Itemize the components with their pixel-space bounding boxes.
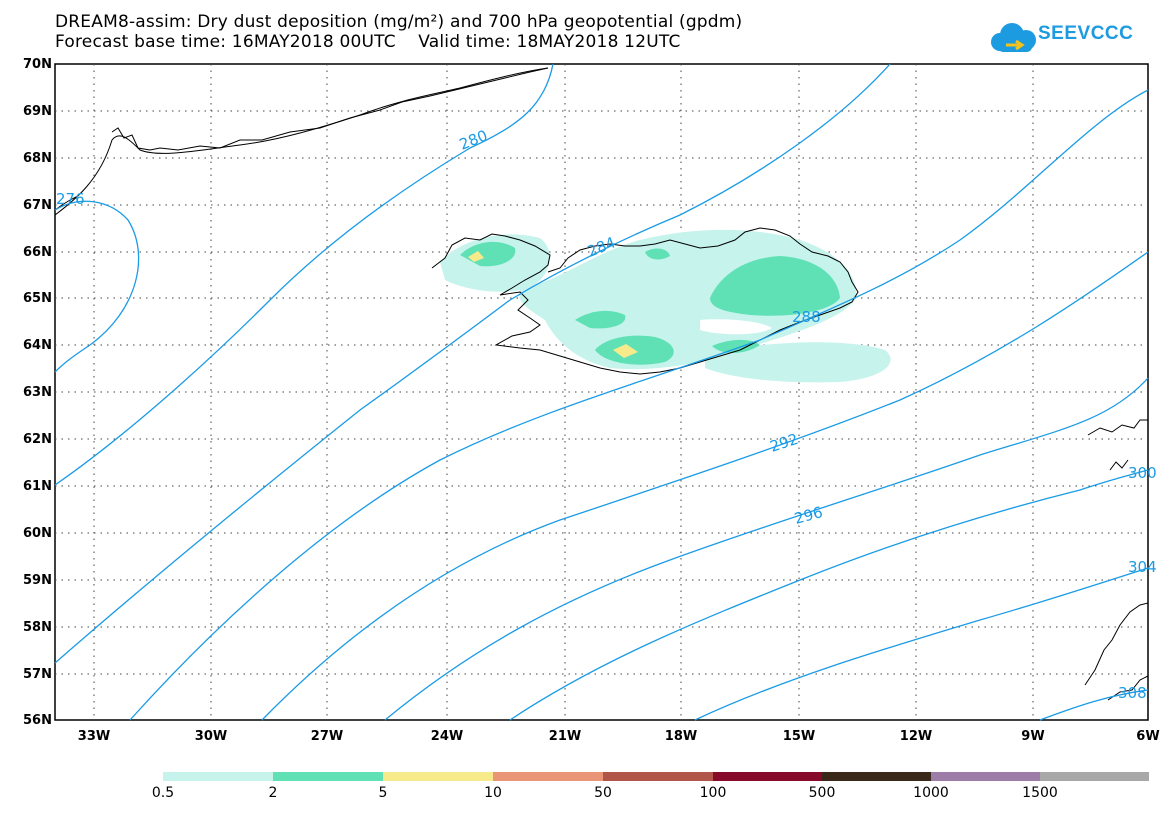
lat-label: 67N bbox=[23, 198, 52, 213]
lat-label: 64N bbox=[23, 338, 52, 353]
colorbar-segment bbox=[383, 772, 493, 781]
coast-greenland-jagged bbox=[111, 67, 549, 151]
colorbar-label: 5 bbox=[378, 785, 388, 801]
contour-label-276: 276 bbox=[56, 190, 85, 208]
contour-276 bbox=[54, 200, 140, 373]
lat-label: 62N bbox=[23, 432, 52, 447]
coast-iceland bbox=[431, 227, 859, 375]
lat-label: 63N bbox=[23, 385, 52, 400]
lon-label: 12W bbox=[899, 729, 933, 744]
contour-label-304: 304 bbox=[1128, 558, 1157, 576]
lon-label: 15W bbox=[782, 729, 816, 744]
lat-label: 69N bbox=[23, 104, 52, 119]
colorbar-segment bbox=[1040, 772, 1149, 781]
dust-shading bbox=[440, 229, 891, 383]
contour-292 bbox=[261, 251, 1149, 721]
gridlines bbox=[55, 64, 1148, 720]
coast-greenland bbox=[54, 67, 549, 216]
coast-scotland-sw bbox=[1107, 675, 1149, 701]
dust-area-mid-se bbox=[712, 339, 760, 354]
lat-label: 70N bbox=[23, 57, 52, 72]
coast-scotland-north bbox=[1087, 419, 1148, 436]
lat-label: 60N bbox=[23, 526, 52, 541]
colorbar-label: 10 bbox=[484, 785, 502, 801]
lon-label: 24W bbox=[430, 729, 464, 744]
dust-area-low-east bbox=[705, 342, 891, 383]
colorbar-segment bbox=[163, 772, 273, 781]
colorbar-label: 1500 bbox=[1022, 785, 1058, 801]
colorbar-segment bbox=[273, 772, 383, 781]
contour-label-296: 296 bbox=[792, 503, 824, 528]
lat-label: 61N bbox=[23, 479, 52, 494]
colorbar-segment bbox=[931, 772, 1040, 781]
colorbar-label: 2 bbox=[268, 785, 278, 801]
lon-label: 6W bbox=[1136, 729, 1160, 744]
colorbar-label: 50 bbox=[594, 785, 612, 801]
dust-hole bbox=[700, 319, 772, 335]
contour-296 bbox=[384, 377, 1149, 721]
contour-304 bbox=[694, 567, 1149, 721]
lon-label: 21W bbox=[548, 729, 582, 744]
coast-scotland-west bbox=[1084, 602, 1149, 686]
geopotential-contours bbox=[54, 63, 1149, 721]
contour-labels: 280 284 288 292 296 300 304 308 276 bbox=[56, 126, 1157, 702]
contour-label-280: 280 bbox=[457, 126, 490, 153]
lat-label: 56N bbox=[23, 713, 52, 728]
colorbar-segment bbox=[713, 772, 822, 781]
contour-label-300: 300 bbox=[1128, 464, 1157, 482]
dust-area-mid-n bbox=[645, 248, 670, 260]
lon-label: 30W bbox=[194, 729, 228, 744]
lat-label: 59N bbox=[23, 573, 52, 588]
cloud-icon bbox=[991, 23, 1036, 52]
lon-label: 18W bbox=[664, 729, 698, 744]
contour-288 bbox=[129, 89, 1149, 721]
colorbar-label: 500 bbox=[808, 785, 836, 801]
logo-text: SEEVCCC bbox=[1038, 23, 1134, 44]
dust-area-mid-east bbox=[710, 256, 840, 316]
coastlines bbox=[54, 67, 1149, 701]
colorbar-label: 1000 bbox=[913, 785, 949, 801]
lat-label: 58N bbox=[23, 620, 52, 635]
contour-300 bbox=[509, 469, 1149, 721]
coast-hebrides bbox=[1109, 459, 1129, 471]
contour-308 bbox=[1039, 689, 1149, 721]
contour-label-292: 292 bbox=[768, 430, 801, 456]
seevccc-logo bbox=[991, 23, 1036, 52]
contour-label-308: 308 bbox=[1118, 684, 1147, 702]
lon-label: 27W bbox=[310, 729, 344, 744]
dust-area-mid-center bbox=[575, 310, 626, 329]
lat-label: 65N bbox=[23, 291, 52, 306]
dust-area-high-south bbox=[613, 344, 638, 358]
colorbar-segment bbox=[493, 772, 603, 781]
lon-label: 9W bbox=[1021, 729, 1045, 744]
colorbar-label: 100 bbox=[699, 785, 727, 801]
colorbar-segment bbox=[822, 772, 931, 781]
lon-label: 33W bbox=[77, 729, 111, 744]
map-subtitle: Forecast base time: 16MAY2018 00UTC Vali… bbox=[55, 32, 681, 52]
lat-label: 57N bbox=[23, 667, 52, 682]
contour-284 bbox=[54, 63, 891, 664]
lat-label: 68N bbox=[23, 151, 52, 166]
colorbar-label: 0.5 bbox=[151, 785, 175, 801]
colorbar-segment bbox=[603, 772, 713, 781]
contour-label-288: 288 bbox=[792, 308, 821, 326]
map-title: DREAM8-assim: Dry dust deposition (mg/m²… bbox=[55, 12, 743, 32]
dust-area-high-nw bbox=[468, 251, 484, 262]
contour-280 bbox=[54, 63, 554, 486]
lat-label: 66N bbox=[23, 245, 52, 260]
